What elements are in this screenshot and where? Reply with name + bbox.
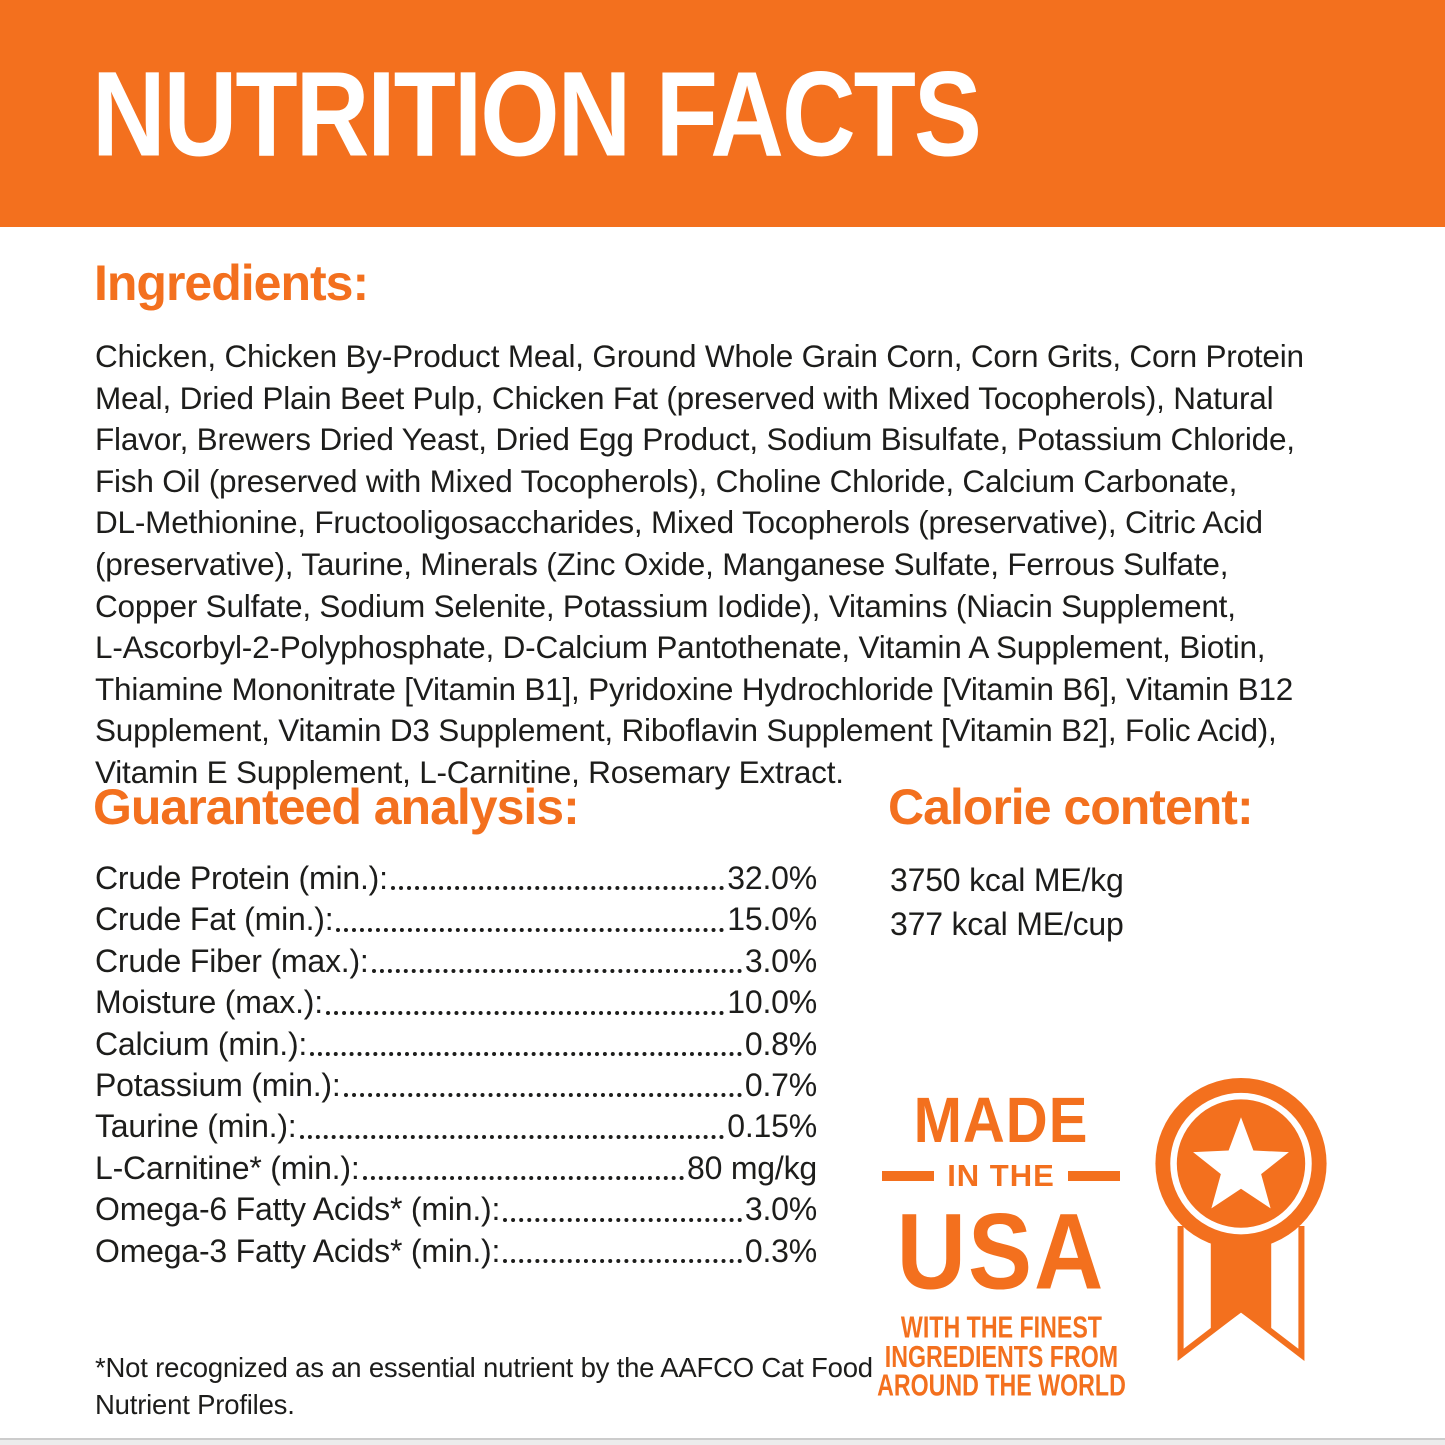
analysis-label: Crude Protein (min.): [95,860,388,896]
calorie-line: 3750 kcal ME/kg [890,862,1124,898]
analysis-row: Crude Fiber (max.): 3.0% [95,941,817,982]
analysis-value: 0.15% [727,1108,817,1145]
tagline-line: AROUND THE WORLD [876,1369,1126,1404]
analysis-value: 0.7% [744,1066,817,1103]
calorie-line: 377 kcal ME/cup [890,906,1124,942]
analysis-row: Taurine (min.): 0.15% [95,1106,817,1147]
dotted-leader [343,1093,742,1098]
analysis-label: L-Carnitine* (min.): [95,1149,360,1186]
ingredients-line: Fish Oil (preserved with Mixed Tocophero… [95,462,1238,499]
analysis-value: 3.0% [744,942,817,979]
analysis-row: Omega-3 Fatty Acids* (min.): 0.3% [95,1231,817,1272]
in-the-label: IN THE [947,1158,1055,1193]
dotted-leader [325,1010,725,1015]
dotted-leader [299,1134,725,1139]
ingredients-line: Vitamin E Supplement, L-Carnitine, Rosem… [95,753,844,790]
analysis-value: 0.3% [744,1232,817,1269]
guaranteed-analysis-heading: Guaranteed analysis: [93,779,580,835]
analysis-label: Omega-6 Fatty Acids* (min.): [95,1191,501,1228]
analysis-value: 10.0% [727,984,817,1021]
analysis-row: Potassium (min.): 0.7% [95,1065,817,1106]
page-title: NUTRITION FACTS [92,46,982,181]
header-banner: NUTRITION FACTS [0,0,1445,227]
made-label: MADE [913,1084,1089,1157]
analysis-label: Calcium (min.): [95,1025,308,1062]
analysis-value: 3.0% [744,1191,817,1228]
dotted-leader [503,1258,742,1263]
analysis-row: Crude Protein (min.): 32.0% [95,858,817,899]
ingredients-line: L-Ascorbyl-2-Polyphosphate, D-Calcium Pa… [95,629,1266,666]
ingredients-line: Flavor, Brewers Dried Yeast, Dried Egg P… [95,421,1295,458]
ingredients-line: Thiamine Mononitrate [Vitamin B1], Pyrid… [95,670,1294,707]
analysis-value: 32.0% [727,860,817,896]
analysis-value: 0.8% [744,1025,817,1062]
analysis-value: 80 mg/kg [686,1149,817,1186]
ingredients-text: Chicken, Chicken By-Product Meal, Ground… [95,336,1385,794]
analysis-row: Crude Fat (min.): 15.0% [95,899,817,940]
calorie-content-heading: Calorie content: [888,779,1254,835]
analysis-label: Moisture (max.): [95,984,323,1021]
in-the-row: IN THE [882,1160,1120,1191]
analysis-row: L-Carnitine* (min.): 80 mg/kg [95,1148,817,1189]
tagline-line: WITH THE FINEST [900,1310,1102,1345]
medal-ribbon-star-icon [1155,1078,1327,1362]
ingredients-heading: Ingredients: [94,255,369,311]
dotted-leader [310,1051,742,1056]
page-bottom-edge [0,1438,1445,1445]
ingredients-line: Copper Sulfate, Sodium Selenite, Potassi… [95,587,1236,624]
usa-label: USA [896,1192,1106,1313]
ingredients-line: Chicken, Chicken By-Product Meal, Ground… [95,338,1304,374]
ingredients-line: (preservative), Taurine, Minerals (Zinc … [95,545,1229,582]
dotted-leader [336,927,725,932]
dotted-leader [371,969,742,974]
footnote-line: Nutrient Profiles. [95,1388,295,1420]
guaranteed-analysis-list: Crude Protein (min.): 32.0% Crude Fat (m… [95,858,817,1272]
analysis-label: Omega-3 Fatty Acids* (min.): [95,1232,501,1269]
calorie-content-values: 3750 kcal ME/kg 377 kcal ME/cup [890,858,1124,946]
made-in-usa-text: MADE IN THE USA WITH THE FINEST INGREDIE… [877,1075,1126,1401]
analysis-label: Potassium (min.): [95,1066,341,1103]
dotted-leader [362,1176,684,1181]
analysis-row: Calcium (min.): 0.8% [95,1024,817,1065]
made-in-usa-badge: MADE IN THE USA WITH THE FINEST INGREDIE… [877,1075,1334,1401]
analysis-value: 15.0% [727,901,817,938]
analysis-label: Crude Fiber (max.): [95,942,369,979]
footnote: *Not recognized as an essential nutrient… [95,1350,873,1423]
analysis-row: Omega-6 Fatty Acids* (min.): 3.0% [95,1189,817,1230]
ingredients-line: Meal, Dried Plain Beet Pulp, Chicken Fat… [95,379,1274,416]
dotted-leader [390,886,725,891]
ingredients-line: Supplement, Vitamin D3 Supplement, Ribof… [95,712,1277,749]
analysis-label: Crude Fat (min.): [95,901,334,938]
dotted-leader [503,1217,742,1222]
analysis-row: Moisture (max.): 10.0% [95,982,817,1023]
in-the-dash-left [882,1170,935,1181]
badge-tagline: WITH THE FINEST INGREDIENTS FROM AROUND … [876,1310,1126,1404]
footnote-line: *Not recognized as an essential nutrient… [95,1352,873,1383]
analysis-label: Taurine (min.): [95,1108,297,1145]
in-the-dash-right [1067,1170,1120,1181]
tagline-line: INGREDIENTS FROM [884,1339,1118,1374]
ingredients-line: DL-Methionine, Fructooligosaccharides, M… [95,504,1263,541]
